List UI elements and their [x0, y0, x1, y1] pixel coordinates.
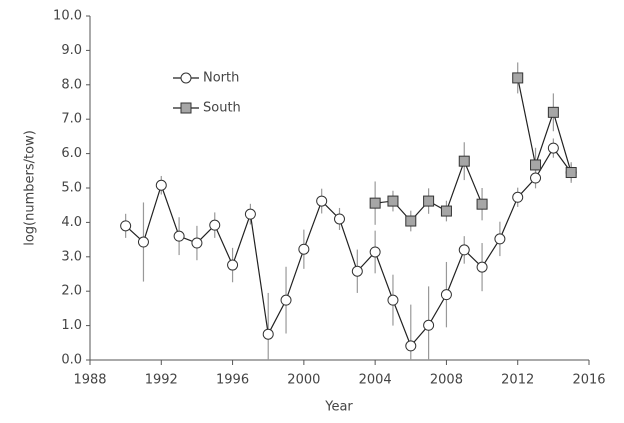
y-tick-label: 3.0: [61, 249, 82, 264]
marker: [458, 155, 470, 167]
x-tick-label: 1988: [73, 373, 106, 388]
marker: [387, 294, 399, 306]
marker: [227, 259, 239, 271]
marker: [316, 195, 328, 207]
marker: [244, 208, 256, 220]
marker: [120, 220, 132, 232]
x-tick-label: 2004: [359, 373, 392, 388]
marker: [351, 265, 363, 277]
marker: [405, 340, 417, 352]
series-line: [517, 77, 572, 173]
y-tick-label: 0.0: [61, 353, 82, 368]
x-tick-label: 2000: [287, 373, 320, 388]
legend-marker: [180, 102, 192, 114]
x-tick-label: 2012: [501, 373, 534, 388]
marker: [423, 195, 435, 207]
y-tick-label: 10.0: [53, 9, 82, 24]
y-tick-label: 9.0: [61, 43, 82, 58]
marker: [440, 289, 452, 301]
marker: [405, 215, 417, 227]
marker: [423, 319, 435, 331]
x-tick-label: 2008: [430, 373, 463, 388]
marker: [494, 233, 506, 245]
marker: [512, 191, 524, 203]
marker: [173, 230, 185, 242]
y-tick-label: 2.0: [61, 284, 82, 299]
marker: [369, 246, 381, 258]
legend-label: South: [203, 101, 241, 116]
marker: [387, 195, 399, 207]
marker: [369, 197, 381, 209]
marker: [547, 106, 559, 118]
marker: [280, 294, 292, 306]
x-tick-label: 2016: [572, 373, 605, 388]
marker: [334, 213, 345, 225]
series-line: [125, 147, 572, 348]
y-tick-label: 4.0: [61, 215, 82, 230]
marker: [209, 219, 221, 231]
marker: [458, 244, 470, 256]
marker: [137, 236, 149, 248]
marker: [476, 261, 488, 273]
marker: [512, 72, 524, 84]
y-tick-label: 8.0: [61, 77, 82, 92]
marker: [547, 142, 559, 154]
marker: [298, 243, 310, 255]
y-tick-label: 1.0: [61, 318, 82, 333]
marker: [262, 328, 274, 340]
y-tick-label: 7.0: [61, 112, 82, 127]
legend-marker: [180, 72, 192, 84]
y-tick-label: 6.0: [61, 146, 82, 161]
marker: [440, 205, 452, 217]
y-tick-label: 5.0: [61, 181, 82, 196]
x-axis-label: Year: [324, 400, 353, 415]
legend-label: North: [203, 71, 239, 86]
marker: [476, 198, 488, 210]
marker: [530, 159, 542, 171]
marker: [530, 172, 542, 184]
x-tick-label: 1996: [216, 373, 249, 388]
marker: [155, 179, 167, 191]
marker: [191, 237, 203, 249]
marker: [565, 167, 577, 179]
x-tick-label: 1992: [145, 373, 178, 388]
y-axis-label: log(numbers/tow): [23, 130, 38, 246]
